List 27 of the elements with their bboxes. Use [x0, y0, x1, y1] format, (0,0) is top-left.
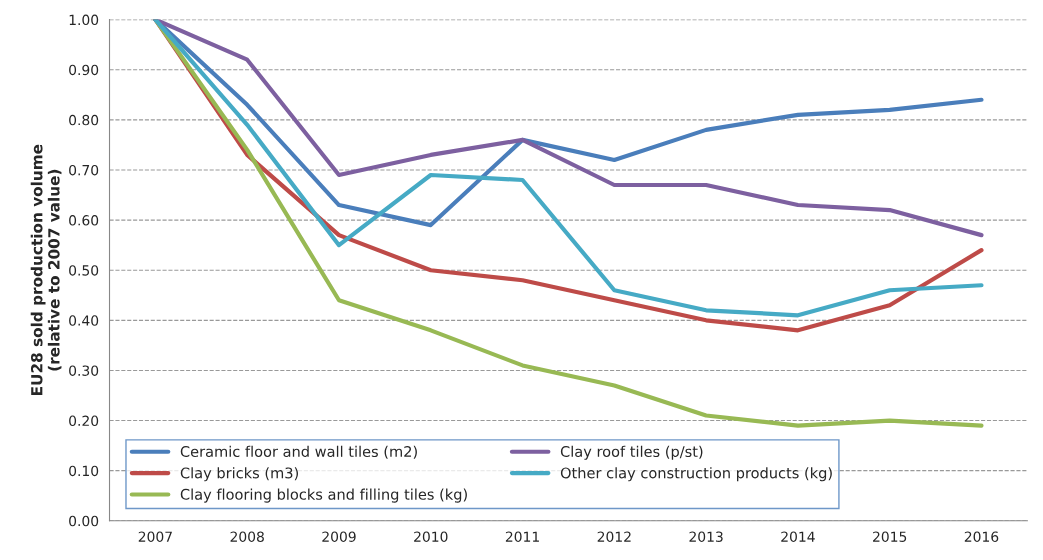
y-tick-label: 0.70	[69, 164, 99, 176]
y-tick-label: 0.40	[69, 315, 99, 326]
legend-label: Clay flooring blocks and filling tiles (kg)	[180, 488, 467, 503]
y-tick-label: 0.60	[69, 215, 99, 226]
legend-label: Clay roof tiles (p/st)	[560, 445, 703, 460]
x-tick-label: 2007	[138, 531, 172, 542]
x-tick-label: 2015	[873, 531, 907, 542]
y-tick-label: 0.50	[69, 265, 99, 276]
y-axis-title: EU28 sold production volume (relative to 2007 value)	[30, 144, 62, 396]
x-tick-label: 2016	[964, 531, 999, 542]
x-tick-label: 2009	[322, 531, 356, 542]
y-tick-label: 0.10	[69, 465, 99, 477]
legend-label: Other clay construction products (kg)	[560, 467, 832, 482]
x-tick-label: 2008	[230, 531, 264, 542]
y-tick-label: 0.00	[69, 515, 99, 527]
y-tick-label: 1.00	[69, 14, 99, 26]
legend-label: Clay bricks (m3)	[180, 467, 298, 482]
x-tick-label: 2013	[689, 531, 723, 542]
y-tick-label: 0.20	[69, 415, 99, 427]
x-tick-label: 2012	[597, 531, 631, 542]
y-tick-label: 0.80	[69, 114, 99, 126]
y-tick-label: 0.30	[69, 365, 99, 376]
x-tick-label: 2014	[781, 531, 815, 542]
x-tick-label: 2011	[505, 531, 539, 542]
legend-label: Ceramic floor and wall tiles (m2)	[180, 445, 417, 459]
x-tick-label: 2010	[414, 531, 448, 542]
y-tick-label: 0.90	[69, 64, 99, 76]
